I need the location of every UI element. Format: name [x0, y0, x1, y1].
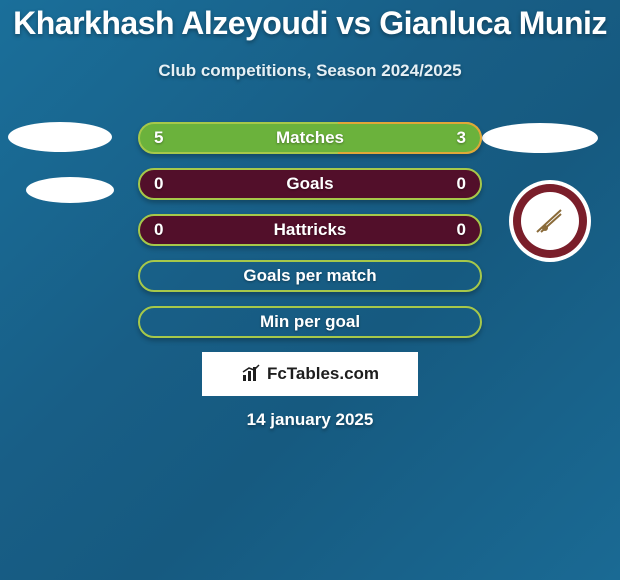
page-title: Kharkhash Alzeyoudi vs Gianluca Muniz — [0, 5, 620, 42]
fctables-text: FcTables.com — [267, 364, 379, 384]
comparison-infographic: Kharkhash Alzeyoudi vs Gianluca Muniz Cl… — [0, 0, 620, 580]
stat-value-right: 0 — [457, 220, 466, 240]
page-subtitle: Club competitions, Season 2024/2025 — [0, 61, 620, 81]
badge-detail-icon — [527, 198, 573, 244]
stat-value-left: 5 — [154, 128, 163, 148]
stat-value-left: 0 — [154, 220, 163, 240]
stat-row: Hattricks 0 0 — [138, 214, 482, 246]
badge-ring — [513, 184, 587, 258]
player-right-club-badge — [509, 180, 591, 262]
stat-row: Goals 0 0 — [138, 168, 482, 200]
fctables-watermark: FcTables.com — [202, 352, 418, 396]
stat-row: Matches 5 3 — [138, 122, 482, 154]
stat-label: Goals — [286, 174, 333, 194]
bars-icon — [241, 363, 263, 385]
infographic-date: 14 january 2025 — [0, 410, 620, 430]
player-right-avatar-shape-1 — [482, 123, 598, 153]
stat-row: Goals per match — [138, 260, 482, 292]
stat-label: Goals per match — [243, 266, 376, 286]
stat-row: Min per goal — [138, 306, 482, 338]
player-left-avatar-shape-2 — [26, 177, 114, 203]
stat-label: Hattricks — [274, 220, 347, 240]
stat-value-left: 0 — [154, 174, 163, 194]
stat-label: Matches — [276, 128, 344, 148]
badge-inner — [521, 192, 579, 250]
stat-value-right: 3 — [457, 128, 466, 148]
stat-value-right: 0 — [457, 174, 466, 194]
stat-label: Min per goal — [260, 312, 360, 332]
player-left-avatar-shape-1 — [8, 122, 112, 152]
